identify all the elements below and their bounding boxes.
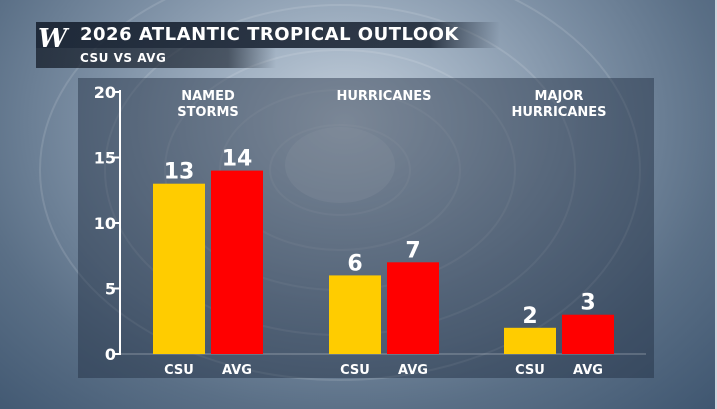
- bar-series-label: CSU: [340, 363, 370, 378]
- bar-value-label: 7: [405, 238, 420, 263]
- frame-edge: [715, 0, 717, 409]
- bar-value-label: 13: [164, 160, 195, 185]
- bar-series-label: AVG: [573, 363, 603, 378]
- y-tick-label: 0: [105, 345, 116, 364]
- bar-csu: [153, 183, 205, 354]
- bar-value-label: 6: [347, 251, 362, 276]
- bar-csu: [504, 327, 556, 354]
- y-tick-label: 10: [94, 214, 116, 233]
- chart-panel: 0 5 10 15 20 NAMED STORMS HURRICANES MAJOR HURRIC…: [78, 78, 654, 378]
- bar-avg: [211, 170, 263, 354]
- category-label: STORMS: [177, 105, 239, 120]
- bar-series-label: AVG: [222, 363, 252, 378]
- bar-avg: [562, 314, 614, 354]
- bar-series-label: CSU: [515, 363, 545, 378]
- chart-subtitle: CSU VS AVG: [80, 51, 167, 65]
- chart-title: 2026 ATLANTIC TROPICAL OUTLOOK: [80, 24, 459, 45]
- bar-avg: [387, 262, 439, 354]
- y-tick-label: 20: [94, 83, 116, 102]
- bar-series-label: AVG: [398, 363, 428, 378]
- y-tick-label: 15: [94, 149, 116, 168]
- category-label: HURRICANES: [511, 105, 606, 120]
- bar-value-label: 3: [580, 291, 595, 316]
- bar-value-label: 2: [522, 304, 537, 329]
- category-label: HURRICANES: [336, 89, 431, 104]
- weather-network-logo: W: [38, 24, 67, 54]
- y-tick-label: 5: [105, 280, 116, 299]
- title-bar: [36, 22, 500, 48]
- bar-csu: [329, 275, 381, 354]
- subtitle-bar: [36, 48, 276, 68]
- bar-series-label: CSU: [164, 363, 194, 378]
- category-label: NAMED: [181, 89, 235, 104]
- category-label: MAJOR: [535, 89, 584, 104]
- bar-value-label: 14: [222, 147, 253, 172]
